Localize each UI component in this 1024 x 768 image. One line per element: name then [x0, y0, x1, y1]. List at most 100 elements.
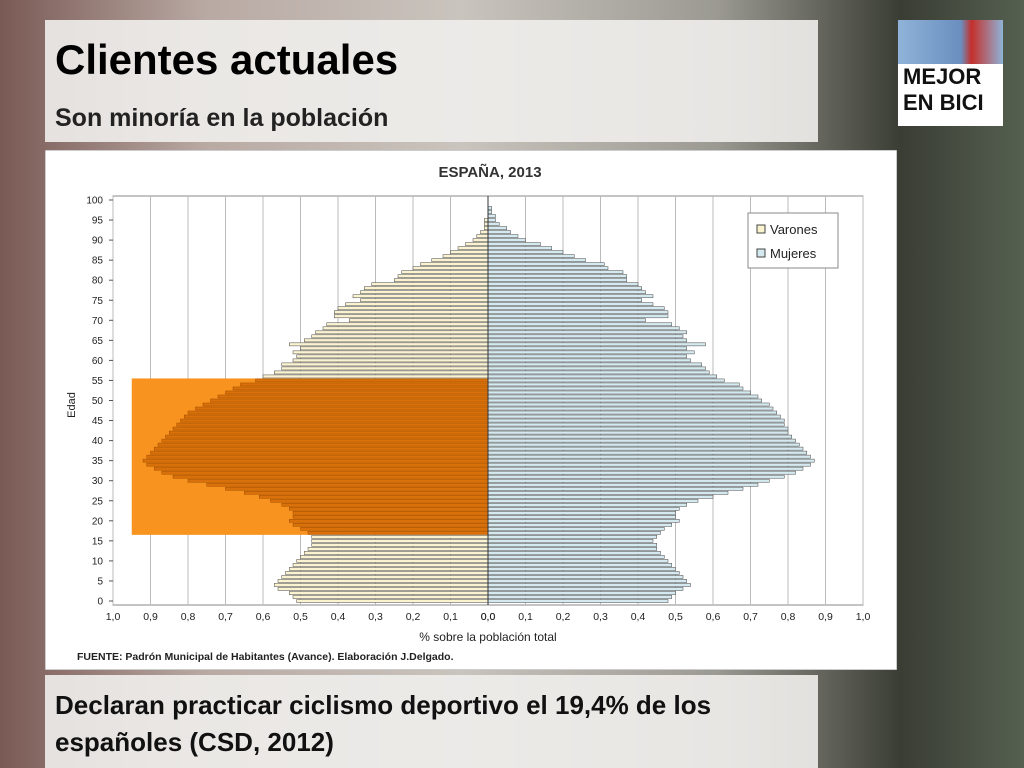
bar: [300, 555, 489, 559]
bar: [296, 559, 489, 563]
bar: [412, 266, 489, 270]
bar: [487, 498, 699, 503]
title-box: Clientes actuales Son minoría en la pobl…: [45, 20, 818, 142]
x-axis-label: % sobre la población total: [419, 630, 556, 644]
bar: [487, 551, 661, 555]
bar: [487, 298, 642, 303]
x-tick-label: 0,0: [481, 611, 496, 623]
bar: [487, 583, 691, 587]
y-tick-label: 80: [92, 276, 104, 287]
bar: [195, 406, 489, 411]
bar: [315, 330, 489, 335]
bar: [487, 502, 687, 507]
bar: [262, 374, 489, 379]
bar: [487, 535, 657, 539]
bar: [487, 547, 657, 551]
slide-subtitle: Son minoría en la población: [55, 104, 389, 132]
y-tick-label: 50: [92, 396, 104, 407]
y-tick-label: 70: [92, 316, 104, 327]
bar: [487, 258, 586, 262]
x-tick-label: 0,9: [143, 611, 158, 623]
bar: [420, 262, 489, 266]
bar: [289, 506, 489, 511]
bar: [172, 474, 489, 479]
bar: [487, 490, 729, 495]
x-tick-label: 1,0: [106, 611, 121, 623]
x-tick-label: 0,1: [518, 611, 533, 623]
bar: [487, 559, 669, 563]
bar: [206, 482, 489, 487]
bar: [487, 242, 541, 246]
bar: [487, 338, 687, 343]
bar: [487, 322, 672, 327]
bar: [289, 591, 489, 595]
bar: [487, 218, 496, 222]
x-tick-label: 0,2: [406, 611, 421, 623]
y-tick-label: 75: [92, 296, 104, 307]
bar: [289, 342, 489, 347]
y-tick-label: 100: [86, 196, 103, 207]
y-tick-label: 95: [92, 216, 104, 227]
y-axis-label: Edad: [66, 392, 78, 418]
bar: [450, 250, 489, 254]
bar: [259, 494, 489, 499]
bar: [349, 318, 489, 323]
bar: [180, 418, 489, 423]
bar: [487, 511, 676, 515]
bar: [487, 506, 680, 511]
bar: [487, 442, 800, 447]
footer-box: Declaran practicar ciclismo deportivo el…: [45, 675, 818, 768]
bar: [487, 354, 687, 359]
bar: [487, 386, 744, 391]
bar: [487, 563, 672, 567]
bar: [487, 402, 770, 407]
bar: [157, 442, 489, 447]
bar: [300, 346, 489, 351]
bar: [304, 338, 489, 343]
bar: [487, 394, 759, 399]
x-tick-label: 0,4: [331, 611, 346, 623]
legend-swatch: [756, 224, 766, 234]
bar: [364, 286, 489, 290]
bar: [225, 486, 489, 491]
legend-label: Mujeres: [770, 246, 817, 261]
x-tick-label: 0,6: [256, 611, 271, 623]
x-tick-label: 0,0: [481, 611, 496, 623]
y-tick-label: 25: [92, 496, 104, 507]
bar: [352, 294, 489, 299]
bar: [487, 266, 609, 270]
bar: [487, 398, 762, 403]
bar: [394, 278, 489, 282]
bar: [480, 230, 489, 234]
logo-text: MEJOR: [903, 64, 982, 89]
bar: [487, 418, 785, 423]
bar: [465, 242, 489, 246]
bar: [240, 382, 489, 387]
bar: [322, 326, 489, 331]
bar: [457, 246, 489, 250]
legend-swatch: [756, 248, 766, 258]
bar: [487, 462, 811, 467]
bar: [487, 226, 507, 230]
bar: [487, 523, 672, 527]
bar: [487, 358, 691, 363]
bar: [296, 599, 489, 603]
bar: [274, 583, 489, 587]
x-tick-label: 0,3: [368, 611, 383, 623]
bar: [484, 226, 489, 230]
bar: [484, 222, 489, 226]
bar: [487, 599, 669, 603]
bar: [487, 222, 500, 226]
bar: [487, 458, 815, 463]
bar: [487, 382, 740, 387]
bar: [187, 410, 489, 415]
logo: MEJOR EN BICI: [898, 20, 1003, 126]
source: FUENTE: Padrón Municipal de Habitantes (…: [77, 651, 454, 663]
bar: [487, 342, 706, 347]
bar: [360, 290, 489, 295]
bar: [281, 366, 489, 371]
bar: [307, 547, 489, 551]
bar: [487, 486, 744, 491]
y-tick-label: 10: [92, 556, 104, 567]
